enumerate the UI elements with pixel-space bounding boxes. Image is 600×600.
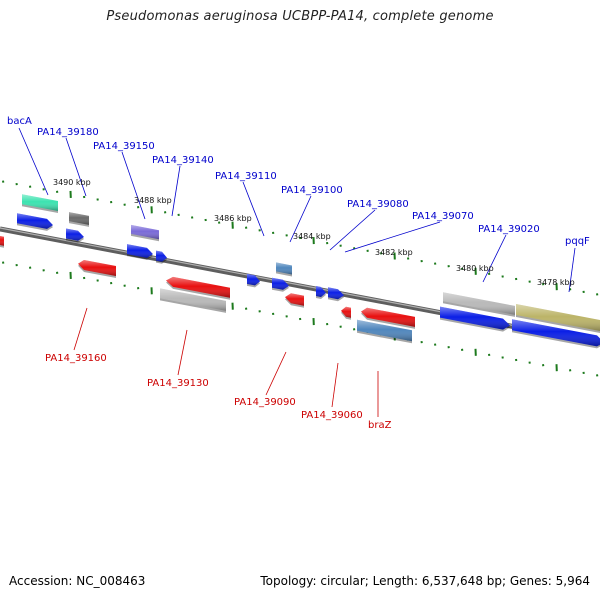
gene-forward[interactable] (440, 306, 510, 332)
leader-line (171, 165, 181, 217)
leader-line (482, 234, 507, 283)
tick-row-upper (2, 180, 599, 296)
gene-bacA-forward[interactable] (17, 213, 53, 231)
gene-forward[interactable] (512, 319, 600, 349)
leader-line (265, 351, 287, 396)
gene-label[interactable]: PA14_39080 (347, 199, 409, 210)
gene-forward[interactable] (156, 250, 167, 264)
gene-forward[interactable] (66, 228, 84, 243)
kbp-label: 3482 kbp (375, 248, 413, 257)
gene-label[interactable]: PA14_39070 (412, 211, 474, 222)
gene-PA14_39020[interactable] (443, 292, 515, 317)
kbp-label: 3486 kbp (214, 214, 252, 223)
gene-forward[interactable] (247, 273, 260, 288)
genome-summary-text: Topology: circular; Length: 6,537,648 bp… (260, 574, 590, 588)
gene-PA14_39100[interactable] (276, 262, 292, 277)
gene-PA14_39180[interactable] (69, 212, 89, 227)
gene-forward[interactable] (272, 277, 289, 292)
gene-label[interactable]: PA14_39140 (152, 155, 214, 166)
kbp-label: 3484 kbp (293, 232, 331, 241)
gene-track (0, 194, 600, 349)
gene-label[interactable]: PA14_39150 (93, 141, 155, 152)
gene-PA14_39090[interactable] (285, 293, 304, 308)
leader-line (242, 181, 265, 237)
genome-backbone (0, 226, 600, 346)
gene-forward[interactable] (316, 286, 326, 299)
leader-line (65, 137, 87, 197)
leader-line (121, 151, 146, 220)
gene-reverse-gray[interactable] (160, 288, 226, 313)
gene-pqqF[interactable] (516, 304, 600, 334)
gene-labels-reverse: PA14_39160 PA14_39130 PA14_39090 PA14_39… (45, 353, 392, 431)
gene-reverse[interactable] (361, 307, 415, 329)
gene-label[interactable]: PA14_39110 (215, 171, 277, 182)
leader-line (18, 127, 49, 196)
gene-PA14_39150[interactable] (131, 224, 159, 242)
gene-label[interactable]: pqqF (565, 236, 590, 247)
label-leader-lines (18, 127, 576, 417)
gene-forward[interactable] (127, 244, 153, 260)
kbp-label: 3478 kbp (537, 278, 575, 287)
gene-label[interactable]: PA14_39180 (37, 127, 99, 138)
kbp-label: 3480 kbp (456, 264, 494, 273)
gene-reverse[interactable] (0, 235, 4, 248)
kbp-markers: 3490 kbp 3488 kbp 3486 kbp 3484 kbp 3482… (53, 178, 575, 287)
gene-forward[interactable] (328, 287, 344, 302)
gene-label[interactable]: PA14_39020 (478, 224, 540, 235)
gene-label[interactable]: braZ (368, 420, 392, 431)
gene-PA14_39160[interactable] (78, 260, 116, 278)
gene-label[interactable]: PA14_39160 (45, 353, 107, 364)
gene-label[interactable]: PA14_39130 (147, 378, 209, 389)
leader-line (331, 362, 339, 408)
gene-label[interactable]: PA14_39060 (301, 410, 363, 421)
gene-labels-forward: bacA PA14_39180 PA14_39150 PA14_39140 PA… (7, 116, 590, 247)
gene-PA14_39060[interactable] (341, 306, 351, 320)
leader-line (73, 307, 88, 351)
gene-label[interactable]: PA14_39090 (234, 397, 296, 408)
accession-text: Accession: NC_008463 (9, 574, 146, 588)
gene-label[interactable]: bacA (7, 116, 32, 127)
leader-line (568, 247, 576, 293)
leader-line (289, 195, 312, 243)
gene-label[interactable]: PA14_39100 (281, 185, 343, 196)
map-title: Pseudomonas aeruginosa UCBPP-PA14, compl… (106, 9, 494, 24)
gene-braZ[interactable] (357, 319, 412, 344)
kbp-label: 3488 kbp (134, 196, 172, 205)
leader-line (329, 209, 376, 251)
gene-bacA[interactable] (22, 194, 58, 213)
leader-line (177, 329, 188, 376)
leader-line (344, 221, 441, 253)
gene-PA14_39130[interactable] (166, 276, 230, 300)
kbp-label: 3490 kbp (53, 178, 91, 187)
